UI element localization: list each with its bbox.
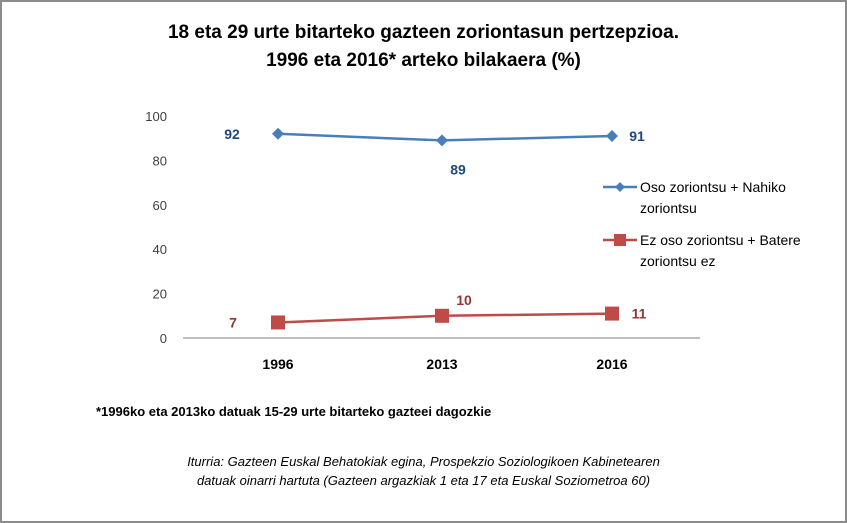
data-label: 91 xyxy=(629,128,645,144)
data-point-square xyxy=(605,306,619,321)
legend-square-marker-icon xyxy=(603,234,637,246)
legend-label-series-1-line-2: zoriontsu xyxy=(640,200,697,216)
data-point-diamond xyxy=(606,129,618,142)
legend-diamond-marker-icon xyxy=(603,182,637,192)
legend-label-series-2-line-2: zoriontsu ez xyxy=(640,253,716,269)
x-tick-label: 1996 xyxy=(262,356,293,372)
legend-label-series-1-line-1: Oso zoriontsu + Nahiko xyxy=(640,179,786,195)
y-tick-label: 0 xyxy=(160,331,167,346)
chart-title-line-1: 18 eta 29 urte bitarteko gazteen zoriont… xyxy=(167,22,679,43)
data-point-square xyxy=(271,315,285,330)
footnote: *1996ko eta 2013ko datuak 15-29 urte bit… xyxy=(96,404,492,419)
x-tick-label: 2016 xyxy=(596,356,627,372)
data-label: 92 xyxy=(224,126,240,142)
y-tick-label: 40 xyxy=(153,242,167,257)
legend-label-series-2-line-1: Ez oso zoriontsu + Batere xyxy=(640,232,801,248)
x-tick-label: 2013 xyxy=(426,356,457,372)
source-note: Iturria: Gazteen Euskal Behatokiak egina… xyxy=(0,452,847,490)
source-line-2: datuak oinarri hartuta (Gazteen argazkia… xyxy=(196,473,651,488)
legend-item-series-1: Oso zoriontsu + Nahiko zoriontsu xyxy=(603,177,840,219)
data-point-square xyxy=(435,308,449,323)
data-label: 11 xyxy=(632,306,647,322)
data-label: 7 xyxy=(229,314,237,330)
data-point-diamond xyxy=(272,127,284,140)
data-label: 89 xyxy=(450,161,466,177)
legend-item-series-2: Ez oso zoriontsu + Batere zoriontsu ez xyxy=(603,230,840,272)
data-label: 10 xyxy=(456,292,472,308)
y-tick-label: 60 xyxy=(153,198,167,213)
data-point-diamond xyxy=(436,134,448,147)
y-tick-label: 80 xyxy=(153,153,167,168)
y-tick-label: 100 xyxy=(145,109,167,124)
y-tick-label: 20 xyxy=(153,287,167,302)
chart-title-line-2: 1996 eta 2016* arteko bilakaera (%) xyxy=(266,50,581,71)
source-line-1: Iturria: Gazteen Euskal Behatokiak egina… xyxy=(187,454,660,469)
